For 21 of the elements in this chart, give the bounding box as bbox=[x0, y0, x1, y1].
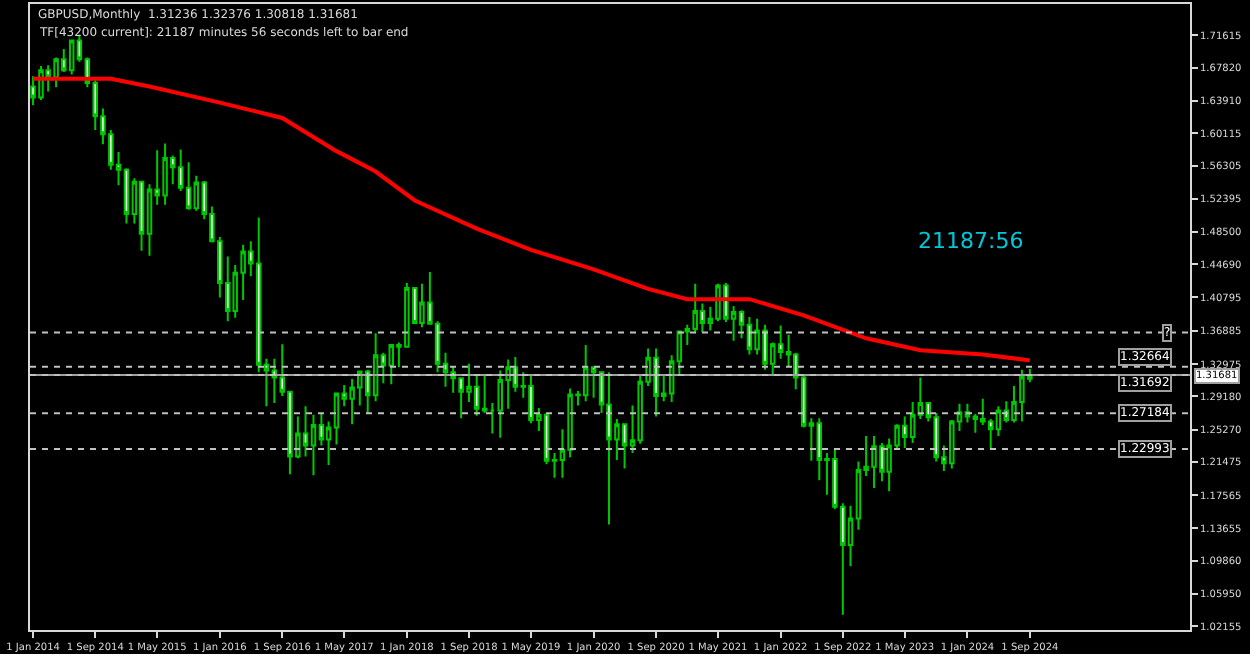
candlestick bbox=[349, 378, 355, 426]
candlestick bbox=[162, 142, 168, 206]
candlestick bbox=[45, 64, 51, 93]
candlestick bbox=[762, 323, 768, 371]
candlestick bbox=[138, 179, 145, 252]
candlestick bbox=[582, 344, 589, 403]
candlestick bbox=[746, 316, 753, 356]
candlestick bbox=[1019, 368, 1025, 423]
line-series bbox=[31, 76, 1032, 363]
candlestick bbox=[68, 38, 75, 76]
candlestick bbox=[388, 343, 394, 386]
candlestick bbox=[53, 56, 59, 89]
candlestick bbox=[473, 372, 480, 417]
candlestick bbox=[653, 347, 659, 418]
candlestick bbox=[481, 373, 488, 415]
candlestick bbox=[871, 435, 877, 489]
annotation: 21187:56 bbox=[918, 228, 1024, 254]
candlestick bbox=[606, 371, 612, 526]
candlestick bbox=[528, 372, 534, 425]
candlestick bbox=[310, 413, 317, 477]
candlestick bbox=[879, 441, 885, 483]
